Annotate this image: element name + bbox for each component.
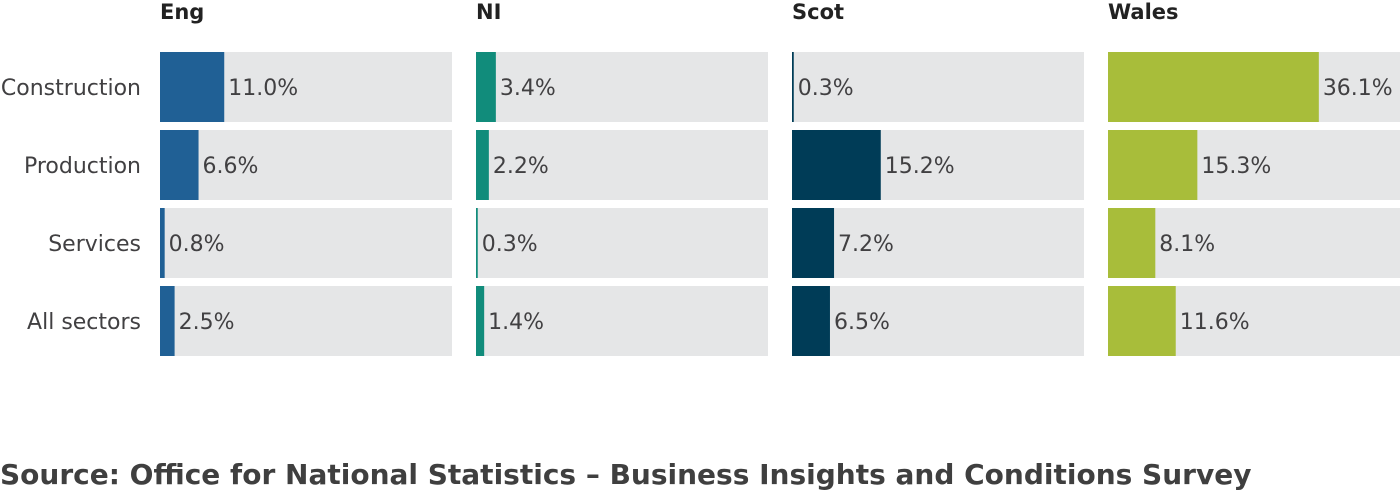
bar bbox=[476, 130, 489, 200]
data-label: 7.2% bbox=[838, 232, 894, 257]
bar-track bbox=[792, 208, 1084, 278]
data-label: 0.3% bbox=[798, 76, 854, 101]
bar bbox=[1108, 52, 1319, 122]
bar-track bbox=[792, 286, 1084, 356]
bar bbox=[1108, 286, 1176, 356]
data-label: 8.1% bbox=[1159, 232, 1215, 257]
category-label: Construction bbox=[1, 76, 141, 101]
panel-title: Wales bbox=[1108, 0, 1179, 24]
data-label: 0.8% bbox=[169, 232, 225, 257]
data-label: 6.5% bbox=[834, 310, 890, 335]
bar-track bbox=[476, 130, 768, 200]
data-label: 1.4% bbox=[488, 310, 544, 335]
bar-track bbox=[792, 52, 1084, 122]
data-label: 11.0% bbox=[228, 76, 298, 101]
panel-title: Eng bbox=[160, 0, 204, 24]
bar-track bbox=[1108, 208, 1400, 278]
bar-track bbox=[476, 208, 768, 278]
data-label: 0.3% bbox=[482, 232, 538, 257]
bar-track bbox=[160, 130, 452, 200]
category-label: All sectors bbox=[27, 310, 141, 335]
source-note: Source: Office for National Statistics –… bbox=[0, 458, 1252, 491]
data-label: 15.3% bbox=[1201, 154, 1271, 179]
bar bbox=[792, 130, 881, 200]
panel-title: Scot bbox=[792, 0, 844, 24]
bar-track bbox=[476, 286, 768, 356]
data-label: 15.2% bbox=[885, 154, 955, 179]
bar bbox=[1108, 208, 1156, 278]
data-label: 36.1% bbox=[1323, 76, 1393, 101]
data-label: 6.6% bbox=[203, 154, 259, 179]
bar bbox=[160, 208, 165, 278]
bar bbox=[1108, 130, 1198, 200]
bar-track bbox=[476, 52, 768, 122]
bar bbox=[160, 130, 199, 200]
data-label: 11.6% bbox=[1180, 310, 1250, 335]
category-label: Services bbox=[48, 232, 141, 257]
bar bbox=[476, 52, 496, 122]
bar bbox=[476, 208, 478, 278]
panel-title: NI bbox=[476, 0, 501, 24]
bar bbox=[792, 52, 794, 122]
data-label: 2.2% bbox=[493, 154, 549, 179]
bar bbox=[476, 286, 485, 356]
bar-track bbox=[160, 286, 452, 356]
bar-track bbox=[160, 208, 452, 278]
data-label: 3.4% bbox=[500, 76, 556, 101]
bar bbox=[160, 286, 175, 356]
bar bbox=[160, 52, 225, 122]
bar bbox=[792, 208, 835, 278]
bar bbox=[792, 286, 830, 356]
data-label: 2.5% bbox=[179, 310, 235, 335]
category-label: Production bbox=[24, 154, 141, 179]
